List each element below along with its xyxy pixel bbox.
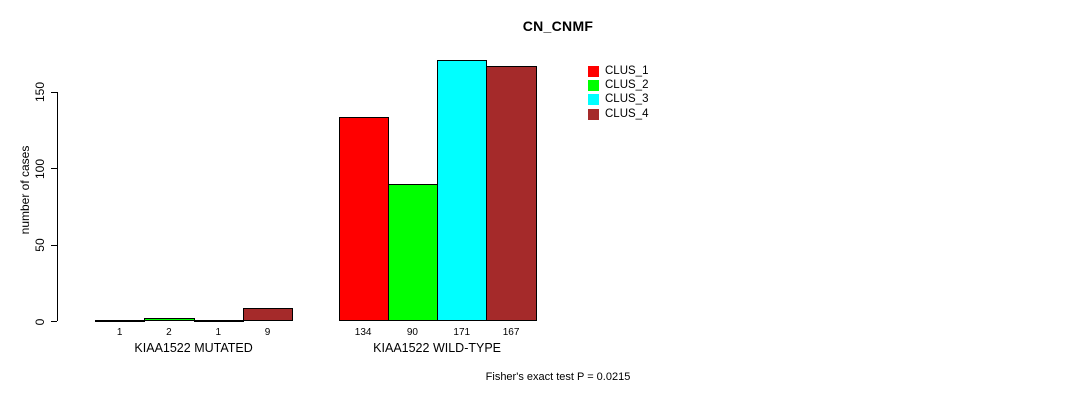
bar-value-label: 1 [116,327,123,338]
y-tick-label: 100 [33,158,47,179]
y-tick [51,321,57,322]
y-tick [51,168,57,170]
bar-value-label: 1 [215,327,222,338]
y-axis-line [57,92,58,322]
bar [193,319,244,322]
bar [144,318,195,322]
group-label: KIAA1522 MUTATED [134,341,253,355]
y-tick [51,91,57,93]
bar [387,183,439,322]
y-tick [51,244,57,246]
legend-label: CLUS_2 [605,79,649,92]
bar [486,66,537,322]
y-tick-label: 0 [33,318,47,325]
legend-label: CLUS_1 [605,65,649,77]
legend-swatch-icon [588,80,599,92]
bar-value-label: 171 [453,327,471,338]
group-label: KIAA1522 WILD-TYPE [373,341,501,355]
chart-title: CN_CNMF [522,18,594,34]
legend-swatch-icon [588,108,599,120]
y-tick-label: 50 [33,238,47,252]
bar-value-label: 167 [502,327,520,338]
bar-value-label: 134 [354,327,372,338]
bar-value-label: 2 [166,327,172,338]
legend-swatch-icon [588,94,599,106]
annotation-text: Fisher's exact test P = 0.0215 [485,371,631,383]
legend-swatch-icon [588,66,599,77]
legend-label: CLUS_3 [605,93,649,106]
legend-label: CLUS_4 [605,107,649,120]
y-tick-label: 150 [33,82,47,103]
bar [242,307,294,322]
bar-value-label: 9 [264,327,271,338]
bar [437,60,488,322]
bar [95,319,146,322]
bar-value-label: 90 [406,327,418,338]
bar [338,116,389,322]
